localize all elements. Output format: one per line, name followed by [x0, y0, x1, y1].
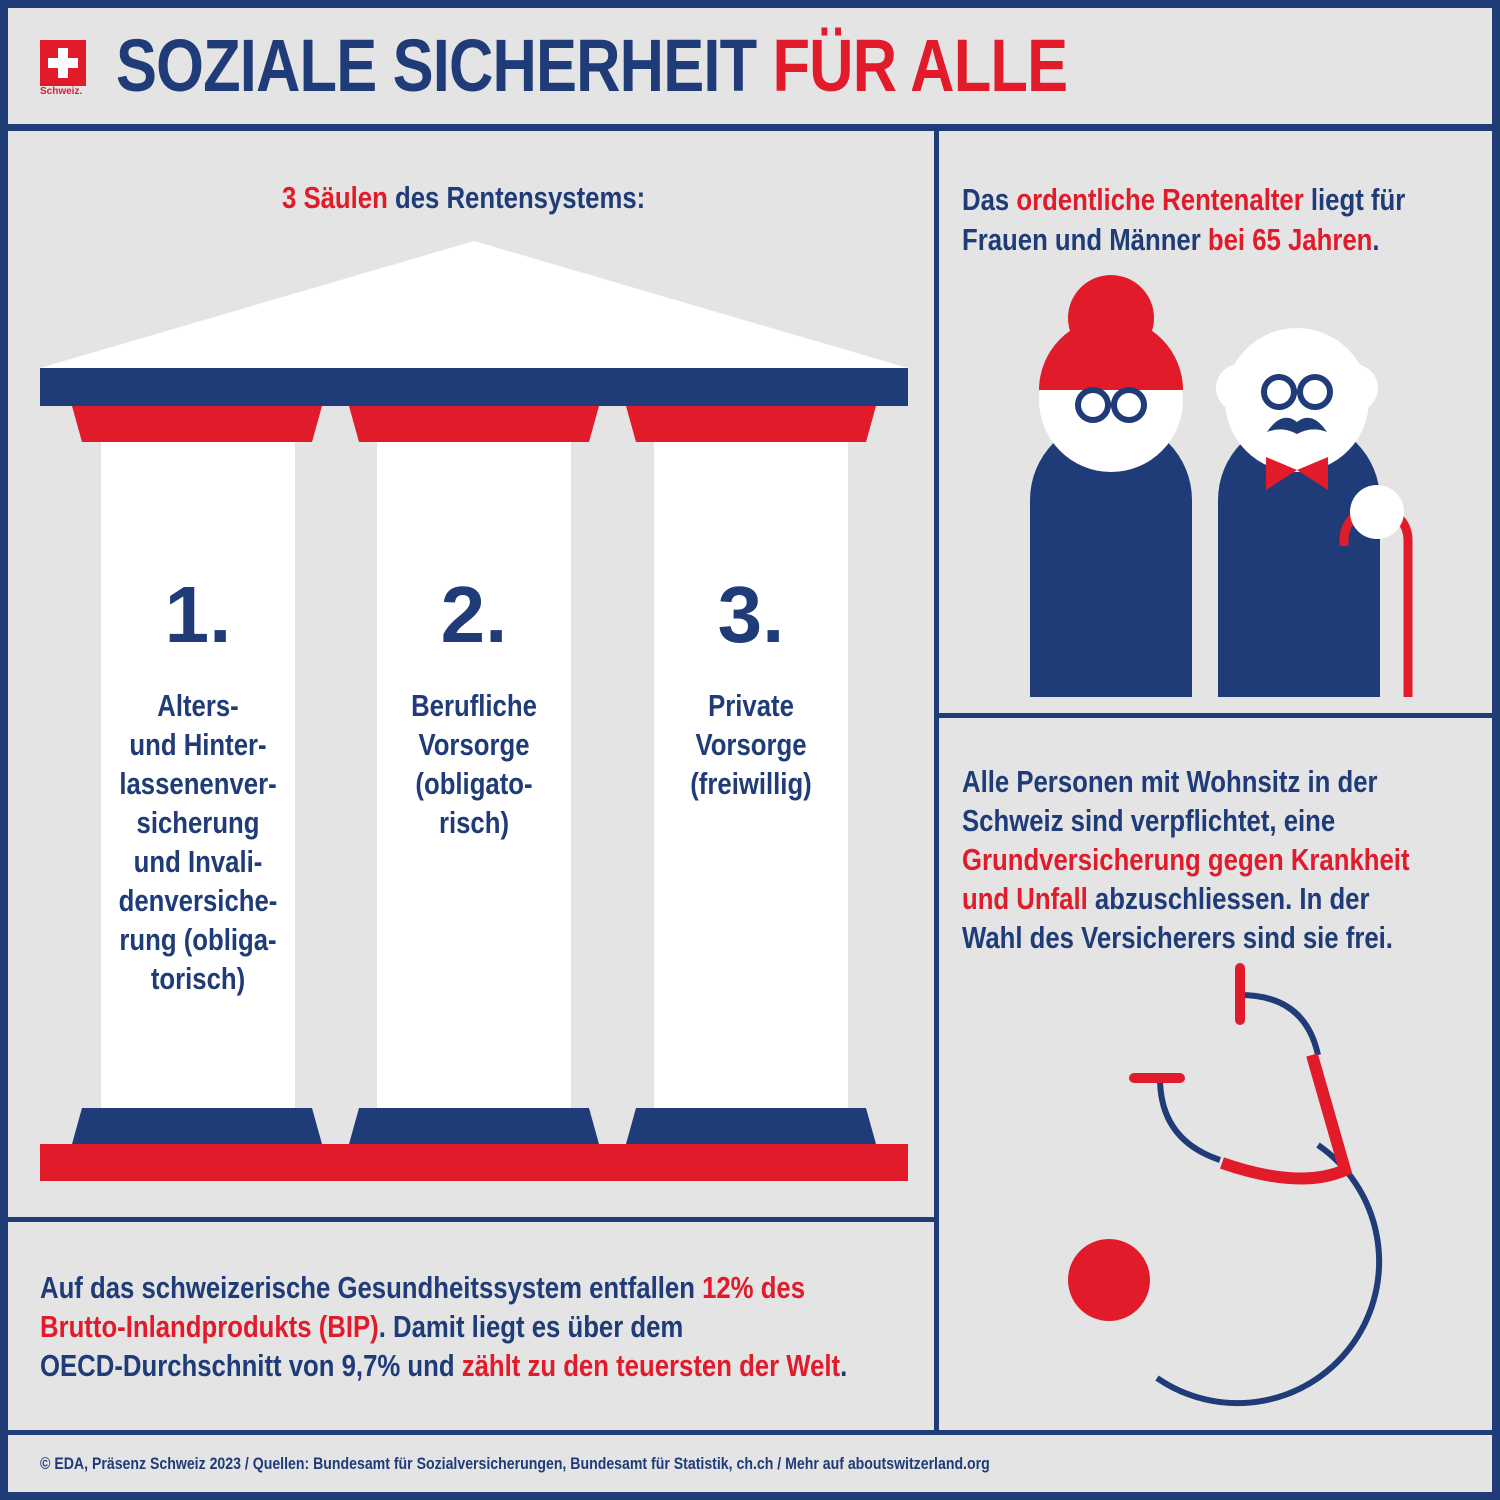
- column-base-1: [72, 1108, 322, 1144]
- pillars-heading-highlight: 3 Säulen: [282, 180, 388, 215]
- pillar-1-description: Alters- und Hinter- lassenenver- sicheru…: [98, 686, 297, 998]
- text-span: OECD-Durchschnitt von 9,7% und: [40, 1348, 462, 1383]
- pillar-2-description: Berufliche Vorsorge (obligato- risch): [374, 686, 573, 842]
- text-span: Auf das schweizerische Gesundheitssystem…: [40, 1270, 703, 1305]
- capital-2: [349, 406, 599, 442]
- pillar-2-line: Vorsorge: [418, 727, 530, 762]
- title-part-2: FÜR ALLE: [772, 24, 1068, 107]
- left-horizontal-divider: [0, 1217, 938, 1222]
- pillar-1-line: sicherung: [136, 805, 260, 840]
- gdp-share-highlight: 12% des: [702, 1270, 806, 1305]
- pillar-1-line: denversiche-: [118, 883, 278, 918]
- text-span: Das: [962, 182, 1017, 217]
- text-span: .: [840, 1348, 848, 1383]
- pillar-3-number: 3.: [717, 570, 785, 659]
- gdp-highlight: zählt zu den teuersten der Welt: [461, 1348, 841, 1383]
- gdp-line-1: Auf das schweizerische Gesundheitssystem…: [40, 1268, 847, 1307]
- pillar-1-line: Alters-: [157, 688, 239, 723]
- insurance-line: Wahl des Versicherers sind sie frei.: [962, 920, 1393, 955]
- insurance-highlight: Grundversicherung gegen Krankheit: [962, 842, 1410, 877]
- column-base-2: [349, 1108, 599, 1144]
- pillar-1-line: rung (obliga-: [119, 922, 277, 957]
- pillar-1-line: und Invali-: [133, 844, 263, 879]
- footer-credits: © EDA, Präsenz Schweiz 2023 / Quellen: B…: [40, 1454, 990, 1473]
- gdp-line-3: OECD-Durchschnitt von 9,7% und zählt zu …: [40, 1346, 847, 1385]
- text-span: liegt für: [1303, 182, 1406, 217]
- title-part-1: SOZIALE SICHERHEIT: [116, 24, 773, 107]
- text-span: . Damit liegt es über dem: [378, 1309, 684, 1344]
- health-insurance-text: Alle Personen mit Wohnsitz in der Schwei…: [962, 762, 1410, 957]
- page-title: SOZIALE SICHERHEIT FÜR ALLE: [116, 24, 1068, 107]
- health-gdp-text: Auf das schweizerische Gesundheitssystem…: [40, 1268, 847, 1385]
- pillar-2-number: 2.: [440, 570, 508, 659]
- text-span: Frauen und Männer: [962, 222, 1208, 257]
- insurance-highlight: und Unfall: [962, 881, 1088, 916]
- column-1: [101, 442, 295, 1108]
- pillar-2-line: Berufliche: [411, 688, 537, 723]
- temple-foundation: [40, 1144, 908, 1181]
- header-divider: [0, 124, 1500, 131]
- column-base-3: [626, 1108, 876, 1144]
- vertical-divider: [934, 124, 939, 1434]
- retirement-age-highlight: ordentliche Rentenalter: [1016, 182, 1304, 217]
- retirement-line-2: Frauen und Männer bei 65 Jahren.: [962, 220, 1405, 260]
- pillar-1-number: 1.: [164, 570, 232, 659]
- pension-temple-illustration: [40, 241, 908, 1181]
- right-horizontal-divider: [934, 713, 1500, 718]
- elderly-couple-illustration: [1030, 275, 1413, 697]
- text-span: abzuschliessen. In der: [1087, 881, 1370, 916]
- gdp-highlight: Brutto-Inlandprodukts (BIP): [40, 1309, 379, 1344]
- retirement-age-value: bei 65 Jahren: [1207, 222, 1373, 257]
- pillar-3-line: Private: [708, 688, 794, 723]
- pillars-heading: 3 Säulen des Rentensystems:: [282, 180, 645, 216]
- pillar-1-line: lassenenver-: [119, 766, 277, 801]
- pillar-2-line: risch): [438, 805, 510, 840]
- insurance-line: und Unfall abzuschliessen. In der: [962, 879, 1410, 918]
- column-2: [377, 442, 571, 1108]
- insurance-line: Schweiz sind verpflichtet, eine: [962, 803, 1336, 838]
- text-span: .: [1372, 222, 1380, 257]
- elderly-man-icon: [1216, 328, 1413, 697]
- temple-beam: [40, 368, 908, 406]
- pillar-3-line: Vorsorge: [695, 727, 807, 762]
- pillar-3-description: Private Vorsorge (freiwillig): [651, 686, 850, 803]
- frame-border-bottom: [0, 1492, 1500, 1500]
- pillar-1-line: torisch): [150, 961, 246, 996]
- pillar-3-line: (freiwillig): [690, 766, 812, 801]
- elderly-woman-icon: [1030, 275, 1192, 697]
- logo-text: Schweiz.: [40, 86, 83, 97]
- temple-roof: [40, 241, 908, 368]
- gdp-line-2: Brutto-Inlandprodukts (BIP). Damit liegt…: [40, 1307, 847, 1346]
- pillar-1-line: und Hinter-: [129, 727, 267, 762]
- stethoscope-icon: [1068, 963, 1383, 1407]
- capital-3: [626, 406, 876, 442]
- footer-divider: [0, 1430, 1500, 1435]
- swiss-flag-logo: [40, 40, 86, 86]
- capital-1: [72, 406, 322, 442]
- pillar-2-line: (obligato-: [415, 766, 533, 801]
- frame-border-left: [0, 0, 8, 1500]
- column-3: [654, 442, 848, 1108]
- frame-border-top: [0, 0, 1500, 8]
- frame-border-right: [1492, 0, 1500, 1500]
- retirement-age-text: Das ordentliche Rentenalter liegt für Fr…: [962, 180, 1405, 260]
- swiss-cross-horizontal: [48, 58, 78, 68]
- insurance-line: Alle Personen mit Wohnsitz in der: [962, 764, 1378, 799]
- retirement-line-1: Das ordentliche Rentenalter liegt für: [962, 180, 1405, 220]
- pillars-heading-rest: des Rentensystems:: [387, 180, 646, 215]
